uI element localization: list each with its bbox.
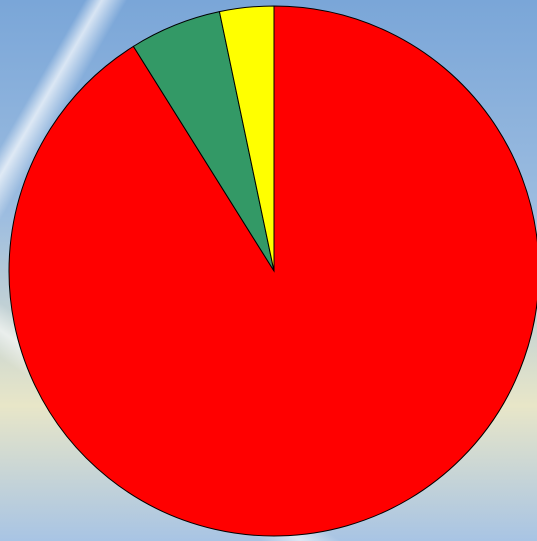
pie-slice bbox=[218, 5, 275, 272]
pie-slice bbox=[8, 5, 537, 537]
